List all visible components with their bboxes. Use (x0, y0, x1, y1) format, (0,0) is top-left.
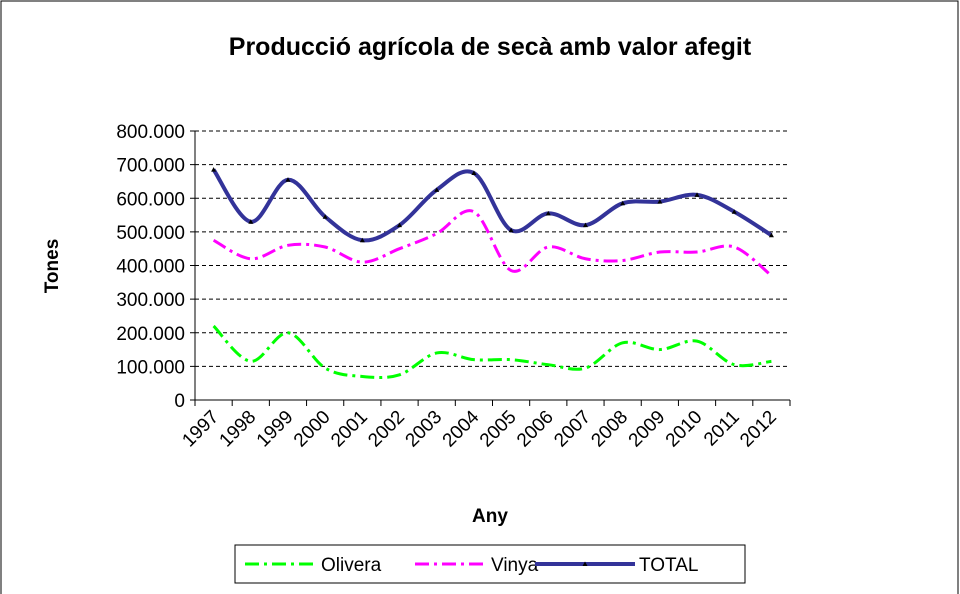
y-tick-label: 400.000 (116, 257, 185, 278)
point-marker (545, 210, 551, 216)
point-marker (508, 227, 514, 233)
point-marker (285, 177, 291, 182)
y-tick-label: 500.000 (116, 223, 185, 244)
y-tick-label: 100.000 (116, 357, 185, 378)
legend-label: Vinya (491, 555, 539, 576)
legend-label: Olivera (321, 555, 382, 576)
y-axis-label: Tones (42, 239, 63, 294)
point-marker (768, 232, 774, 238)
point-marker (211, 167, 217, 172)
point-marker (248, 219, 254, 224)
point-marker (359, 237, 365, 243)
point-marker (620, 200, 626, 206)
point-marker (397, 222, 403, 228)
point-marker (694, 192, 700, 197)
y-tick-label: 0 (174, 391, 185, 412)
legend-marker (582, 561, 588, 566)
series-line (212, 324, 772, 380)
point-marker (322, 214, 328, 219)
point-marker (657, 199, 663, 204)
legend-box (234, 544, 746, 584)
y-tick-label: 300.000 (116, 290, 185, 311)
point-marker (582, 222, 588, 228)
y-tick-label: 800.000 (116, 122, 185, 143)
series-line (212, 209, 773, 277)
point-marker (731, 209, 737, 214)
point-marker (471, 170, 477, 176)
chart-title: Producció agrícola de secà amb valor afe… (229, 33, 752, 61)
x-axis-label: Any (472, 506, 508, 527)
legend-label: TOTAL (639, 555, 698, 576)
y-tick-label: 700.000 (116, 156, 185, 177)
point-marker (434, 187, 440, 192)
series-line (211, 168, 773, 243)
y-tick-label: 200.000 (116, 324, 185, 345)
y-tick-label: 600.000 (116, 189, 185, 210)
